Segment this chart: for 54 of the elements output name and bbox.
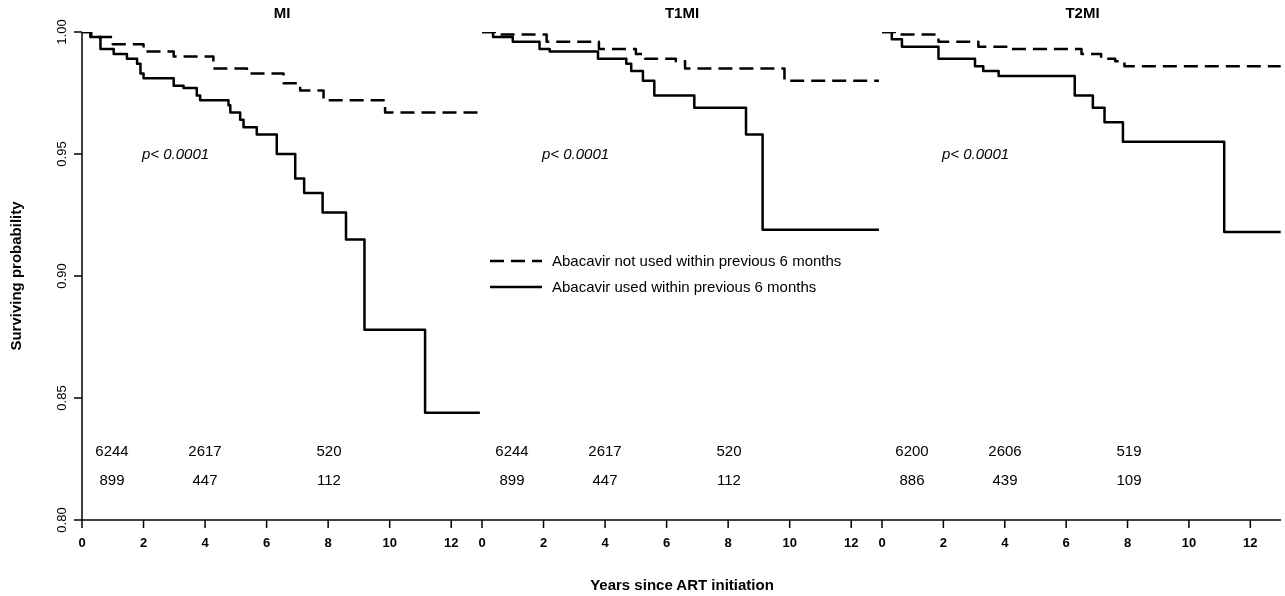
annotation: 520 xyxy=(715,442,743,459)
x-tick-label: 2 xyxy=(539,535,548,551)
x-tick-label: 12 xyxy=(1243,535,1258,551)
x-tick-label: 4 xyxy=(1001,535,1010,551)
annotation: 6244 xyxy=(494,442,530,459)
x-tick-label: 10 xyxy=(782,535,797,551)
x-tick-label: 6 xyxy=(1062,535,1070,551)
legend-label: Abacavir used within previous 6 months xyxy=(552,278,817,295)
x-tick-label: 0 xyxy=(78,535,86,551)
chart-title: T2MI xyxy=(1064,4,1101,21)
annotation: 2617 xyxy=(187,442,223,459)
annotation: p< 0.0001 xyxy=(542,145,610,162)
x-tick-label: 4 xyxy=(201,535,210,551)
annotation: 899 xyxy=(98,471,126,488)
x-tick-label: 4 xyxy=(601,535,610,551)
x-tick-label: 2 xyxy=(939,535,947,551)
annotation: 520 xyxy=(315,442,343,459)
legend-label: Abacavir not used within previous 6 months xyxy=(552,252,842,269)
x-tick-label: 8 xyxy=(724,535,732,551)
annotation: 447 xyxy=(191,471,219,488)
annotation: 439 xyxy=(991,471,1019,488)
annotation: 112 xyxy=(316,471,342,488)
x-tick-label: 10 xyxy=(382,535,397,551)
annotation: 6244 xyxy=(94,442,130,459)
x-tick-label: 0 xyxy=(478,535,486,551)
x-tick-label: 0 xyxy=(878,535,886,551)
y-tick-label: 1.00 xyxy=(54,19,69,45)
annotation: p< 0.0001 xyxy=(942,145,1010,162)
annotation: 899 xyxy=(498,471,526,488)
annotation: 6200 xyxy=(894,442,930,459)
x-tick-label: 12 xyxy=(444,535,459,551)
x-tick-label: 6 xyxy=(663,535,671,551)
annotation: 519 xyxy=(1115,442,1143,459)
x-tick-label: 6 xyxy=(263,535,271,551)
x-tick-label: 12 xyxy=(844,535,859,551)
y-tick-label: 0.95 xyxy=(54,141,69,167)
chart-title: T1MI xyxy=(663,4,701,21)
annotation: 112 xyxy=(716,471,742,488)
chart-title: MI xyxy=(272,4,292,21)
annotation: 886 xyxy=(898,471,926,488)
y-tick-label: 0.85 xyxy=(54,385,69,411)
x-tick-label: 8 xyxy=(324,535,332,551)
x-tick-label: 10 xyxy=(1181,535,1197,551)
x-tick-label: 2 xyxy=(139,535,148,551)
annotation: 2606 xyxy=(987,442,1023,459)
annotation: p< 0.0001 xyxy=(142,145,210,162)
annotation: 447 xyxy=(591,471,619,488)
y-tick-label: 0.80 xyxy=(54,507,69,533)
y-axis-title: Surviving probability xyxy=(7,200,25,351)
x-axis-title: Years since ART initiation xyxy=(590,576,774,593)
x-tick-label: 8 xyxy=(1123,535,1132,551)
y-tick-label: 0.90 xyxy=(54,263,69,289)
annotation: 109 xyxy=(1115,471,1143,488)
annotation: 2617 xyxy=(587,442,623,459)
